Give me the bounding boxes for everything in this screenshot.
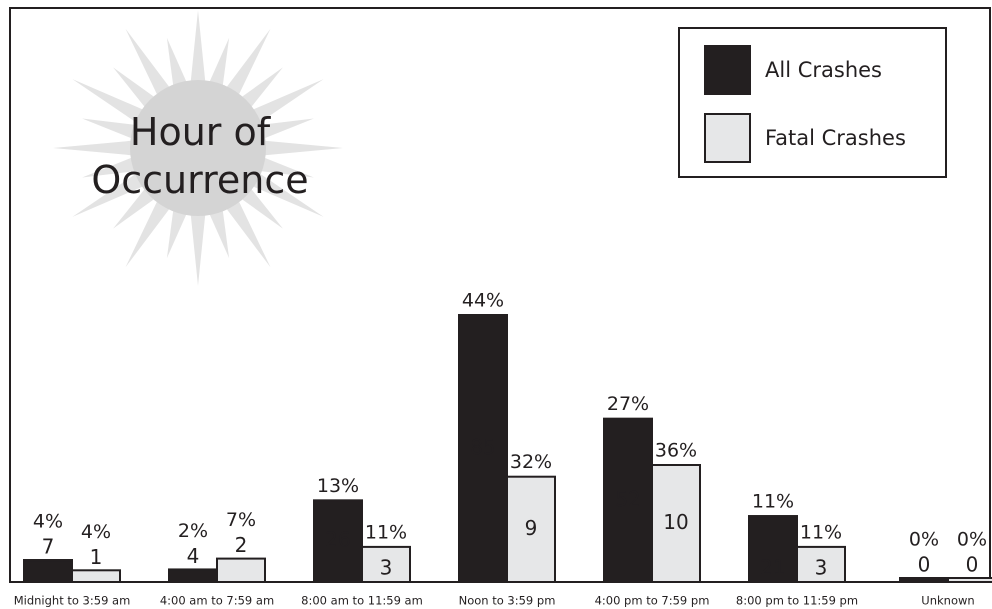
legend-swatch <box>704 113 751 163</box>
sun-decoration <box>53 10 343 286</box>
bar <box>313 499 363 583</box>
percent-label: 11% <box>800 521 842 543</box>
percent-label: 4% <box>33 511 63 533</box>
chart-title: Hour of Occurrence <box>91 110 309 202</box>
count-label: 0 <box>966 553 979 577</box>
bar <box>216 557 266 583</box>
bar <box>168 568 218 584</box>
count-label: 0 <box>918 553 931 577</box>
percent-label: 0% <box>957 529 987 551</box>
x-tick-label: 8:00 pm to 11:59 pm <box>736 594 858 608</box>
bar <box>796 545 846 584</box>
count-label: 9 <box>525 516 538 540</box>
x-tick-label: Midnight to 3:59 am <box>14 594 131 608</box>
x-tick-label: 4:00 pm to 7:59 pm <box>595 594 710 608</box>
bar <box>361 545 411 584</box>
bar <box>458 314 508 583</box>
x-tick-label: Unknown <box>921 594 974 608</box>
percent-label: 36% <box>655 440 697 462</box>
count-label: 52 <box>615 487 640 511</box>
legend-label: All Crashes <box>765 58 882 82</box>
x-tick-label: 8:00 am to 11:59 am <box>301 594 423 608</box>
x-tick-label: Noon to 3:59 pm <box>459 594 556 608</box>
bar <box>748 515 798 583</box>
count-label: 10 <box>663 510 688 534</box>
count-label: 85 <box>470 435 495 459</box>
x-tick-label: 4:00 am to 7:59 am <box>160 594 274 608</box>
percent-label: 27% <box>607 393 649 415</box>
count-label: 7 <box>42 535 55 559</box>
legend-swatch <box>704 45 751 95</box>
percent-label: 11% <box>752 491 794 513</box>
bar <box>71 569 121 583</box>
percent-label: 13% <box>317 475 359 497</box>
count-label: 3 <box>380 556 393 580</box>
bar <box>506 475 556 584</box>
bar <box>23 559 73 584</box>
bar <box>899 577 949 583</box>
percent-label: 7% <box>226 509 256 531</box>
count-label: 26 <box>325 528 350 552</box>
count-label: 1 <box>90 545 103 569</box>
percent-label: 44% <box>462 290 504 312</box>
count-label: 3 <box>815 556 828 580</box>
sun-disc <box>130 80 266 216</box>
percent-label: 4% <box>81 521 111 543</box>
bar <box>651 464 701 583</box>
bar <box>603 417 653 583</box>
bar <box>947 577 992 583</box>
legend-label: Fatal Crashes <box>765 126 906 150</box>
percent-label: 2% <box>178 520 208 542</box>
percent-label: 32% <box>510 451 552 473</box>
count-label: 21 <box>760 556 785 580</box>
count-label: 2 <box>235 533 248 557</box>
percent-label: 11% <box>365 521 407 543</box>
percent-label: 0% <box>909 529 939 551</box>
count-label: 4 <box>187 544 200 568</box>
